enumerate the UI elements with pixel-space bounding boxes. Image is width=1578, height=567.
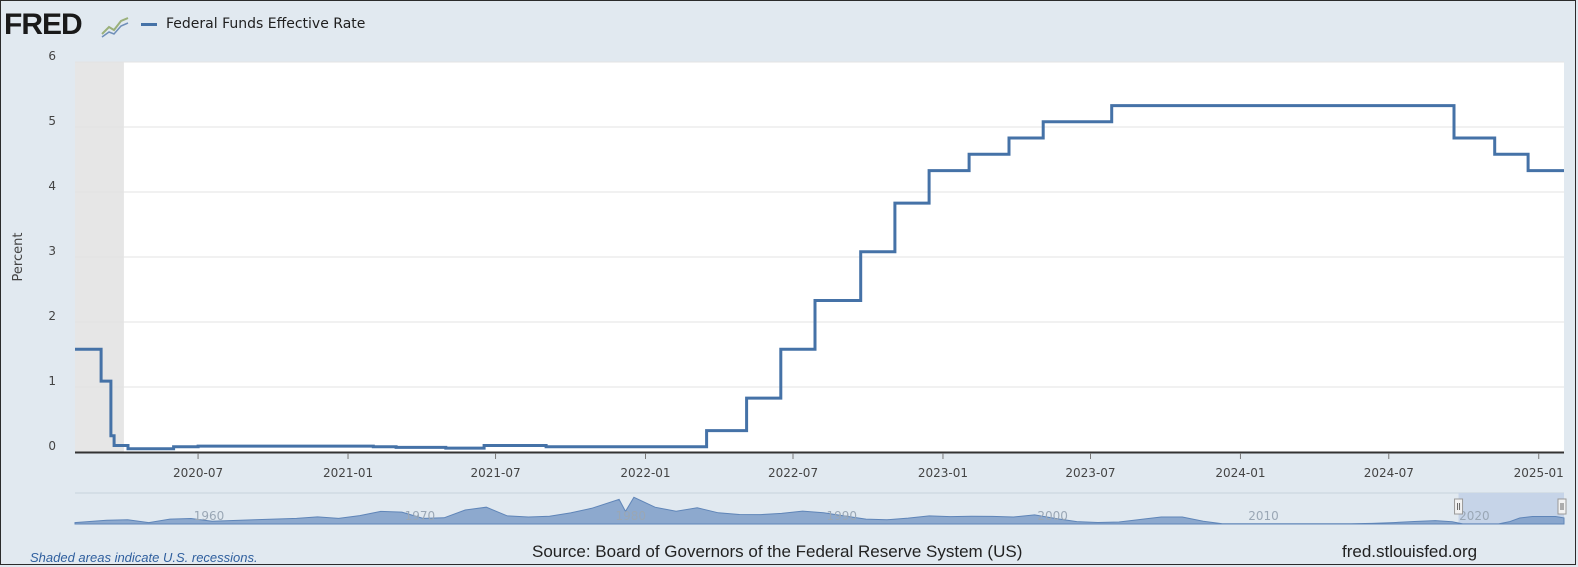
x-tick-label: 2021-01 — [323, 466, 373, 480]
fred-logo-graph-icon — [101, 17, 129, 38]
y-tick-label: 0 — [48, 439, 56, 453]
y-tick-label: 4 — [48, 179, 56, 193]
y-tick-label: 2 — [48, 309, 56, 323]
y-tick-label: 5 — [48, 114, 56, 128]
navigator: 1960 1970 1980 1990 2000 2010 2020 — [74, 492, 1567, 525]
legend-label: Federal Funds Effective Rate — [166, 16, 366, 32]
legend-swatch — [141, 22, 157, 26]
site-link[interactable]: fred.stlouisfed.org — [1342, 542, 1478, 561]
x-tick-label: 2023-01 — [918, 466, 968, 480]
navigator-year-label: 2020 — [1459, 509, 1490, 523]
x-tick-label: 2022-01 — [620, 466, 670, 480]
navigator-year-label: 2000 — [1037, 509, 1068, 523]
legend[interactable]: Federal Funds Effective Rate — [141, 16, 365, 32]
navigator-year-label: 1970 — [405, 509, 436, 523]
y-axis-label: Percent — [11, 233, 26, 282]
navigator-year-label: 2010 — [1248, 509, 1279, 523]
x-tick-label: 2024-07 — [1364, 466, 1414, 480]
navigator-left-handle[interactable] — [1454, 498, 1464, 515]
x-tick-label: 2025-01 — [1514, 466, 1564, 480]
recession-note: Shaded areas indicate U.S. recessions. — [30, 550, 258, 565]
y-tick-label: 3 — [48, 244, 56, 258]
x-tick-label: 2024-01 — [1215, 466, 1265, 480]
x-tick-label: 2022-07 — [768, 466, 818, 480]
navigator-year-label: 1960 — [194, 509, 225, 523]
series-line — [75, 104, 1564, 451]
navigator-area — [74, 496, 1565, 525]
navigator-year-label: 1990 — [826, 509, 857, 523]
handle-body — [1454, 498, 1464, 515]
x-tick-label: 2023-07 — [1065, 466, 1115, 480]
navigator-year-label: 1980 — [616, 509, 647, 523]
x-tick-label: 2021-07 — [470, 466, 520, 480]
plot-area: 0 1 2 3 4 5 6 Percent 2020-07 2021-01 2021-07 2022-… — [11, 49, 1564, 480]
y-tick-label: 6 — [48, 49, 56, 63]
handle-body — [1557, 498, 1567, 515]
fred-logo[interactable]: FRED — [4, 8, 83, 41]
source-text: Source: Board of Governors of the Federa… — [532, 542, 1023, 561]
y-tick-label: 1 — [48, 374, 56, 388]
x-tick-label: 2020-07 — [173, 466, 223, 480]
navigator-right-handle[interactable] — [1557, 498, 1567, 515]
